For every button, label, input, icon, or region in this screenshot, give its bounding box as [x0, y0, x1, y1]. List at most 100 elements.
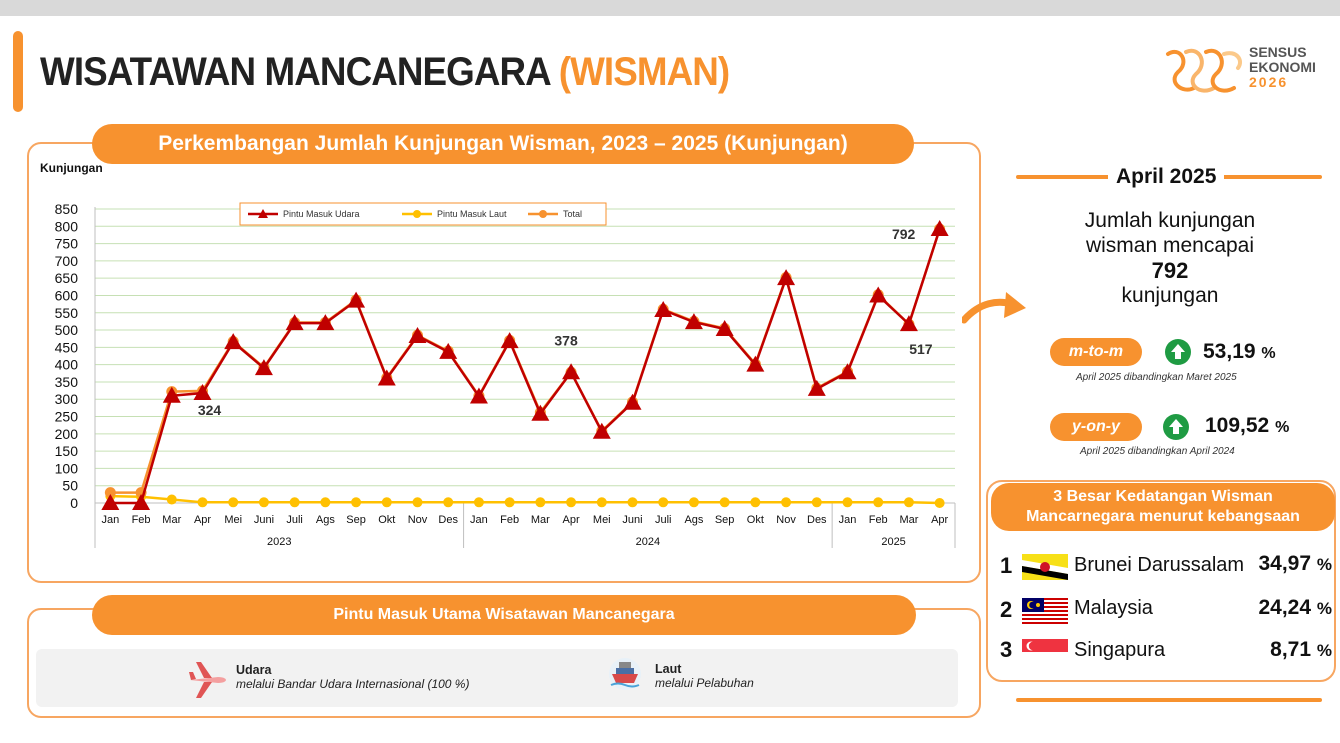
series-point: [688, 497, 699, 508]
legend-label: Total: [563, 209, 582, 219]
summary-value: 792: [1151, 258, 1189, 283]
malaysia-flag-icon: [1022, 598, 1068, 624]
series-point: [193, 384, 212, 401]
yony-number: 109,52: [1205, 414, 1270, 437]
legend-marker: [413, 210, 421, 218]
x-tick-label: Juli: [286, 514, 303, 526]
series-line: [110, 494, 940, 505]
series-point: [873, 497, 884, 508]
entry-sea-desc: melalui Pelabuhan: [655, 676, 754, 690]
entry-air-desc: melalui Bandar Udara Internasional (100 …: [236, 677, 470, 691]
x-tick-label: Ags: [684, 514, 703, 526]
series-point: [566, 497, 577, 508]
series-point: [504, 497, 515, 508]
series-point: [811, 497, 822, 508]
series-point: [351, 497, 362, 508]
series-point: [562, 363, 581, 380]
x-tick-label: Des: [438, 514, 458, 526]
year-group-label: 2025: [881, 536, 905, 548]
series-point: [684, 313, 703, 330]
series-point: [377, 369, 396, 386]
x-tick-label: Okt: [747, 514, 764, 526]
y-tick-label: 0: [70, 495, 78, 511]
share-3: 8,71 %: [1222, 638, 1332, 662]
series-point: [838, 363, 857, 380]
y-tick-label: 450: [55, 339, 79, 355]
x-tick-label: Feb: [132, 514, 151, 526]
x-tick-label: Feb: [500, 514, 519, 526]
y-axis-label: Kunjungan: [40, 161, 103, 175]
arrow-icon: [962, 292, 1026, 324]
x-tick-label: Okt: [378, 514, 395, 526]
page-title-highlight: (WISMAN): [558, 50, 730, 94]
series-point: [746, 355, 765, 372]
series-point: [627, 497, 638, 508]
entry-points-title: Pintu Masuk Utama Wisatawan Mancanegara: [92, 595, 916, 635]
x-tick-label: Juli: [655, 514, 672, 526]
y-tick-label: 300: [55, 391, 79, 407]
line-chart: Kunjungan0501001502002503003504004505005…: [40, 161, 956, 548]
series-point: [443, 497, 454, 508]
mtom-tag: m-to-m: [1050, 338, 1142, 366]
summary-line-1: Jumlah kunjungan: [1084, 209, 1256, 232]
x-tick-label: Mar: [899, 514, 918, 526]
series-point: [381, 497, 392, 508]
y-tick-label: 200: [55, 426, 79, 442]
title-accent-bar: [13, 31, 23, 112]
series-point: [166, 494, 177, 505]
series-point: [132, 494, 151, 510]
country-1: Brunei Darussalam: [1074, 554, 1245, 576]
yony-tag: y-on-y: [1050, 413, 1142, 441]
series-point: [531, 404, 550, 421]
share-1: 34,97 %: [1222, 552, 1332, 576]
series-line: [110, 228, 941, 494]
share-3-value: 8,71: [1270, 638, 1312, 661]
series-point: [197, 497, 208, 508]
series-point: [408, 326, 427, 343]
y-tick-label: 500: [55, 322, 79, 338]
series-point: [623, 393, 642, 410]
yony-value: 109,52 %: [1205, 414, 1289, 438]
series-point: [254, 359, 273, 376]
airplane-icon: [189, 662, 226, 698]
x-tick-label: Nov: [408, 514, 428, 526]
series-point: [750, 497, 761, 508]
x-tick-label: Mei: [593, 514, 611, 526]
singapore-flag-icon: [1022, 639, 1068, 665]
logo-line-1: SENSUS: [1249, 44, 1307, 60]
x-tick-label: Jan: [470, 514, 488, 526]
x-tick-label: Mar: [531, 514, 550, 526]
series-line: [110, 228, 941, 505]
share-1-unit: %: [1316, 555, 1332, 574]
series-point: [228, 497, 239, 508]
share-1-value: 34,97: [1258, 552, 1312, 575]
legend-marker: [539, 210, 547, 218]
data-label: 517: [909, 341, 933, 357]
x-tick-label: Mar: [162, 514, 181, 526]
ship-icon: [609, 658, 641, 690]
series-point: [104, 487, 116, 499]
yony-unit: %: [1275, 419, 1290, 436]
year-group-label: 2024: [636, 536, 660, 548]
share-2: 24,24 %: [1222, 596, 1332, 620]
chart-title: Perkembangan Jumlah Kunjungan Wisman, 20…: [92, 124, 914, 164]
y-tick-label: 700: [55, 253, 79, 269]
data-label: 324: [198, 402, 222, 418]
series-point: [289, 497, 300, 508]
y-tick-label: 600: [55, 287, 79, 303]
series-point: [439, 342, 458, 359]
rank-1: 1: [1000, 553, 1013, 578]
x-tick-label: Apr: [194, 514, 211, 526]
mtom-unit: %: [1261, 345, 1276, 362]
y-tick-label: 50: [62, 478, 78, 494]
up-arrow-icon: [1165, 339, 1191, 365]
series-point: [347, 291, 366, 308]
series-point: [473, 497, 484, 508]
x-tick-label: Apr: [563, 514, 580, 526]
x-tick-label: Apr: [931, 514, 948, 526]
x-tick-label: Ags: [316, 514, 335, 526]
top3-title: 3 Besar Kedatangan Wisman Mancarnegara m…: [991, 483, 1335, 531]
legend-label: Pintu Masuk Udara: [283, 209, 360, 219]
sensus-ekonomi-logo: [1166, 48, 1243, 93]
top-bar: [0, 0, 1340, 16]
